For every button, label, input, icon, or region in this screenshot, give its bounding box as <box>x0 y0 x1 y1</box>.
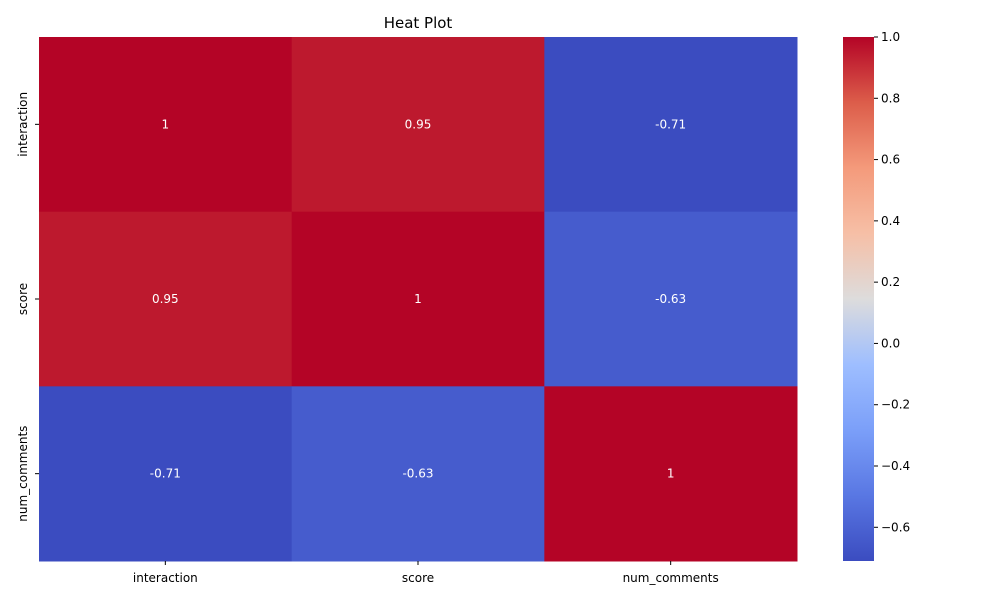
colorbar-tick-label: −0.4 <box>881 459 910 473</box>
colorbar-tick-label: 0.2 <box>881 275 900 289</box>
cell-annotations: 1 0.95 -0.71 0.95 1 -0.63 -0.71 -0.63 1 <box>150 117 686 480</box>
heatmap-cell <box>544 386 798 562</box>
x-tick-label: interaction <box>133 571 198 585</box>
cell-annotation: -0.71 <box>655 117 686 131</box>
heatmap-cell <box>291 211 545 387</box>
heatmap-cell <box>544 211 798 387</box>
colorbar-tick-label: 0.0 <box>881 336 900 350</box>
cell-annotation: -0.71 <box>150 467 181 481</box>
heatmap-cell <box>291 37 545 213</box>
colorbar-tick-label: 0.6 <box>881 153 900 167</box>
cell-annotation: 0.95 <box>405 117 432 131</box>
colorbar <box>843 37 874 561</box>
heatmap-cell <box>544 37 798 213</box>
x-axis: interaction score num_comments <box>133 561 719 585</box>
cell-annotation: 1 <box>162 117 170 131</box>
colorbar-tick-label: 1.0 <box>881 30 900 44</box>
cell-annotation: 1 <box>414 292 422 306</box>
heatmap-cell <box>39 37 293 213</box>
y-tick-label: interaction <box>16 92 30 157</box>
colorbar-tick-label: 0.8 <box>881 91 900 105</box>
x-tick-label: score <box>402 571 434 585</box>
colorbar-gradient <box>843 37 874 561</box>
cell-annotation: 1 <box>667 467 675 481</box>
y-tick-label: num_comments <box>16 426 30 522</box>
heatmap-cell <box>39 211 293 387</box>
y-tick-label: score <box>16 283 30 315</box>
colorbar-ticks: 1.0 0.8 0.6 0.4 0.2 0.0 −0.2 −0.4 −0.6 <box>874 30 910 534</box>
y-axis: interaction score num_comments <box>16 92 39 522</box>
heatmap-cell <box>39 386 293 562</box>
x-tick-label: num_comments <box>623 571 719 585</box>
heatmap-cell <box>291 386 545 562</box>
cell-annotation: -0.63 <box>402 467 433 481</box>
chart-title: Heat Plot <box>384 14 453 32</box>
cell-annotation: -0.63 <box>655 292 686 306</box>
heatmap-cells <box>39 37 798 562</box>
colorbar-tick-label: −0.2 <box>881 398 910 412</box>
cell-annotation: 0.95 <box>152 292 179 306</box>
colorbar-tick-label: 0.4 <box>881 214 900 228</box>
colorbar-tick-label: −0.6 <box>881 520 910 534</box>
